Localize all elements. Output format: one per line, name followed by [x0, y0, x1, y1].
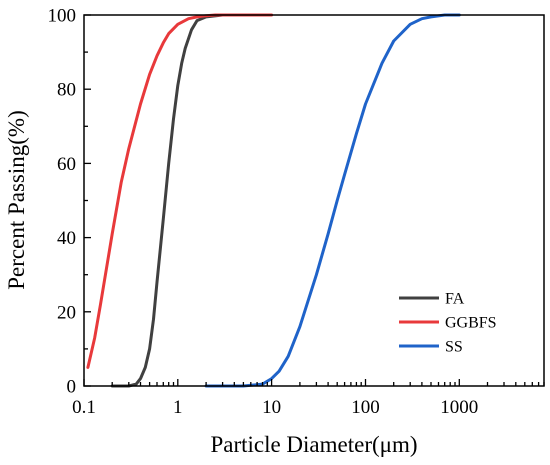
- series-line-ss: [204, 13, 461, 388]
- legend: FA GGBFS SS: [399, 291, 497, 356]
- x-tick-label: 100: [351, 397, 380, 418]
- y-tick-label: 80: [57, 80, 76, 101]
- y-tick-label: 20: [57, 302, 76, 323]
- x-tick-label: 0.1: [72, 397, 96, 418]
- series-line-fa: [110, 13, 264, 388]
- y-tick-label: 0: [67, 377, 77, 398]
- legend-label-ss: SS: [445, 339, 463, 356]
- x-tick-label: 10: [262, 397, 281, 418]
- y-tick-label: 40: [57, 228, 76, 249]
- y-tick-label: 100: [48, 6, 77, 27]
- x-axis-ticks: [83, 379, 545, 386]
- x-axis-title: Particle Diameter(μm): [210, 432, 417, 457]
- x-tick-label: 1000: [440, 397, 478, 418]
- y-axis-ticks: [84, 14, 91, 387]
- y-axis-title: Percent Passing(%): [4, 110, 29, 290]
- x-tick-label: 1: [173, 397, 183, 418]
- x-axis-tick-labels: 0.1 1 10 100 1000: [72, 397, 478, 418]
- legend-label-fa: FA: [445, 291, 465, 308]
- plot-lines: [86, 13, 461, 388]
- legend-label-ggbfs: GGBFS: [445, 315, 497, 332]
- y-axis-tick-labels: 0 20 40 60 80 100: [48, 6, 77, 398]
- y-tick-label: 60: [57, 154, 76, 175]
